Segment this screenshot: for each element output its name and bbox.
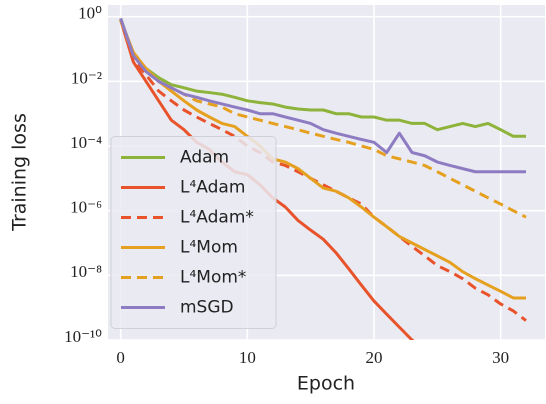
legend-label: L⁴Adam — [180, 178, 245, 198]
legend-label: L⁴Mom* — [180, 268, 246, 288]
y-tick-label: 10⁻⁸ — [70, 262, 102, 281]
legend-box — [110, 136, 277, 329]
x-tick-label: 20 — [366, 348, 383, 367]
legend: Adam L⁴Adam L⁴Adam* L⁴Mom L⁴Mom* mSGD — [110, 136, 277, 329]
legend-label: Adam — [180, 148, 229, 168]
legend-label: L⁴Mom — [180, 238, 238, 258]
x-tick-label: 0 — [116, 348, 125, 367]
series-line — [119, 19, 527, 322]
y-tick-label: 10⁰ — [78, 4, 102, 23]
y-axis-label: Training loss — [9, 113, 31, 232]
legend-label: L⁴Adam* — [180, 208, 254, 228]
ticks: 10⁰ 10⁻² 10⁻⁴ 10⁻⁶ 10⁻⁸ 10⁻¹⁰ 0 10 20 30 — [64, 4, 509, 367]
y-tick-label: 10⁻² — [71, 68, 102, 87]
series-line — [119, 19, 527, 219]
y-tick-label: 10⁻⁶ — [70, 198, 102, 217]
series-line — [119, 19, 415, 340]
legend-label: mSGD — [180, 298, 234, 318]
lines — [119, 17, 527, 340]
y-tick-label: 10⁻⁴ — [70, 133, 102, 152]
x-tick-label: 30 — [492, 348, 509, 367]
y-tick-label: 10⁻¹⁰ — [64, 327, 102, 346]
series-line — [119, 17, 526, 174]
series-line — [119, 19, 526, 300]
x-tick-label: 10 — [239, 348, 256, 367]
series-line — [119, 17, 526, 138]
x-axis-label: Epoch — [297, 373, 355, 395]
